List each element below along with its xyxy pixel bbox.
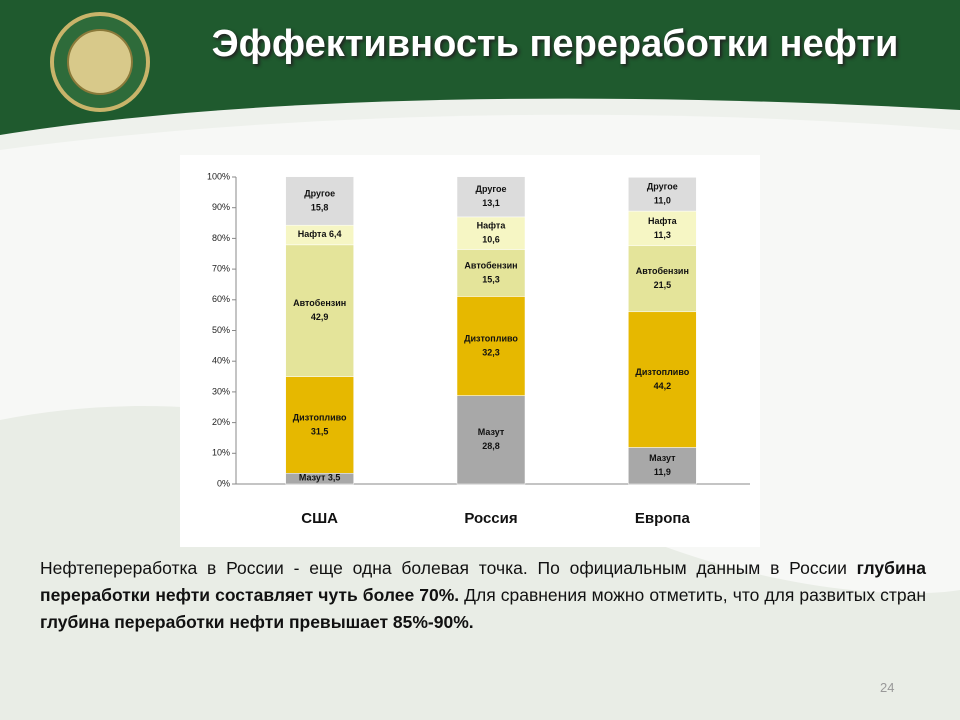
bar-segment <box>628 311 697 448</box>
value-label: 3,5 <box>328 473 341 483</box>
series-name: Дизтопливо <box>293 412 347 422</box>
value-label: 21,5 <box>654 280 672 290</box>
bar-segment <box>456 176 526 218</box>
value-label: 11,9 <box>654 467 671 477</box>
y-tick-label: 40% <box>212 356 230 366</box>
x-tick-label: США <box>301 510 338 527</box>
series-name: Нафта <box>298 229 328 239</box>
bar-segment <box>456 395 526 485</box>
bar-segment <box>456 249 526 297</box>
paragraph: Нефтепереработка в России - еще одна бол… <box>40 555 926 636</box>
page-number: 24 <box>880 680 895 695</box>
text: Для сравнения можно отметить, что для ра… <box>459 585 927 605</box>
y-tick-label: 100% <box>207 171 230 181</box>
value-label: 15,8 <box>311 202 329 212</box>
series-name: Дизтопливо <box>635 367 689 377</box>
x-tick-label: Россия <box>464 510 517 527</box>
bold-text: глубина переработки нефти составляет чут… <box>40 558 926 605</box>
logo-inner <box>67 29 133 95</box>
y-tick-label: 70% <box>212 263 230 273</box>
series-name: Нафта <box>477 221 507 231</box>
bar-segment <box>285 244 354 377</box>
value-label: 10,6 <box>482 235 500 245</box>
y-tick-label: 50% <box>212 325 230 335</box>
bar-segment <box>628 447 697 485</box>
series-name: Дизтопливо <box>464 333 518 343</box>
x-tick-label: Европа <box>635 510 691 527</box>
y-tick-label: 80% <box>212 233 230 243</box>
text: Нефтепереработка в России - еще одна бол… <box>40 558 857 578</box>
series-name: Мазут <box>299 473 326 483</box>
series-name: Мазут <box>649 453 676 463</box>
value-label: 31,5 <box>311 426 329 436</box>
value-label: 44,2 <box>654 381 672 391</box>
series-name: Другое <box>304 188 335 198</box>
value-label: 42,9 <box>311 312 329 322</box>
y-tick-label: 90% <box>212 202 230 212</box>
value-label: 13,1 <box>482 198 500 208</box>
bar-segment <box>285 376 354 474</box>
bar-segment <box>285 176 354 226</box>
value-label: 11,3 <box>654 230 671 240</box>
y-tick-label: 0% <box>217 478 230 488</box>
y-tick-label: 60% <box>212 294 230 304</box>
value-label: 11,0 <box>654 196 671 206</box>
series-name: Мазут <box>478 427 505 437</box>
series-name: Автобензин <box>464 260 517 270</box>
series-name: Нафта <box>648 216 678 226</box>
series-name: Автобензин <box>636 266 689 276</box>
bar-segment <box>456 296 526 396</box>
y-tick-label: 30% <box>212 386 230 396</box>
y-tick-label: 20% <box>212 417 230 427</box>
value-label: 28,8 <box>482 441 500 451</box>
bold-text: глубина переработки нефти превышает 85%-… <box>40 612 474 632</box>
series-name: Автобензин <box>293 298 346 308</box>
series-name: Другое <box>476 184 507 194</box>
value-label: 15,3 <box>482 274 500 284</box>
data-label: Нафта 6,4 <box>298 229 342 239</box>
value-label: 6,4 <box>329 229 342 239</box>
series-name: Другое <box>647 182 678 192</box>
bar-segment <box>628 245 697 313</box>
data-label: Мазут 3,5 <box>299 473 341 483</box>
slide-title: Эффективность переработки нефти <box>211 23 899 65</box>
bar-segment <box>456 216 526 250</box>
bar-segment <box>628 177 697 212</box>
y-tick-label: 10% <box>212 448 230 458</box>
value-label: 32,3 <box>482 347 500 357</box>
